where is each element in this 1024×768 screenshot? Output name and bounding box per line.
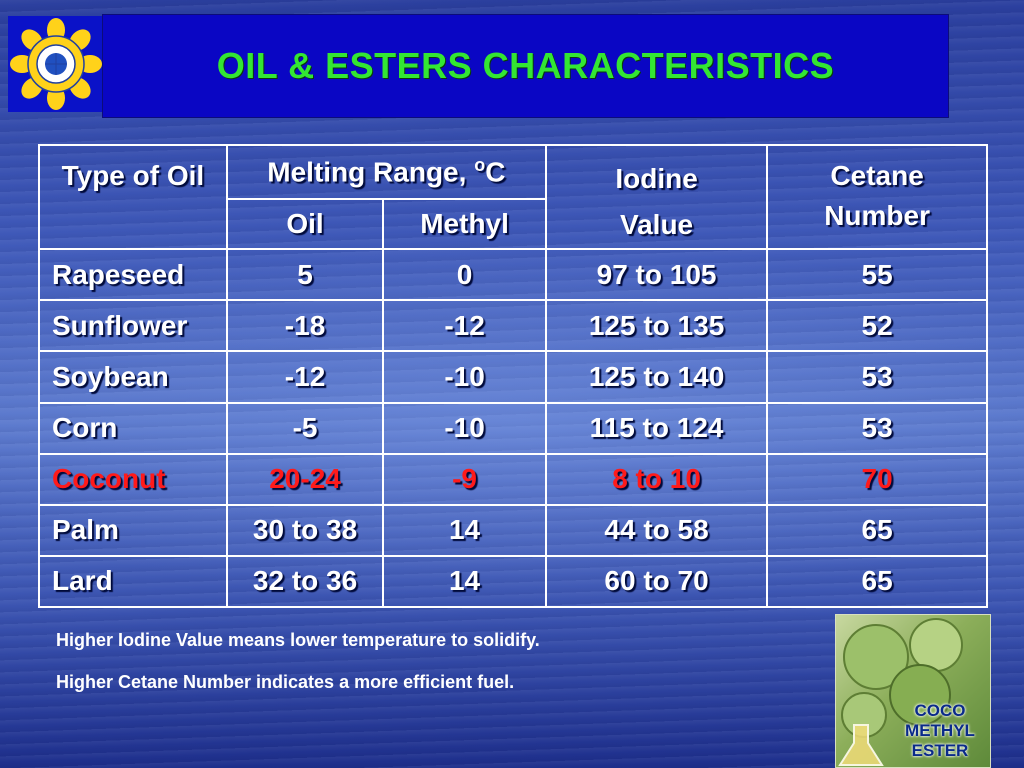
seal-logo — [8, 16, 104, 112]
cell-methyl: 0 — [382, 248, 547, 302]
cell-oil: 20-24 — [225, 452, 385, 506]
header-cetane-number: Cetane Number — [766, 143, 988, 251]
cell-oil: 30 to 38 — [225, 503, 385, 557]
caption-line-2: METHYL — [905, 721, 975, 740]
sun-seal-icon — [10, 18, 102, 110]
cell-oil: 32 to 36 — [225, 554, 385, 609]
cell-iodine: 125 to 135 — [544, 299, 769, 353]
photo-caption: COCO METHYL ESTER — [894, 701, 986, 761]
iodine-line-2: Value — [619, 209, 694, 240]
header-row: Type of Oil Melting Range, oC Iodine Val… — [38, 143, 988, 251]
caption-line-3: ESTER — [911, 741, 969, 760]
cell-cetane: 53 — [766, 401, 988, 455]
header-cetane-label: Cetane Number — [824, 160, 930, 231]
oil-characteristics-table: Type of Oil Melting Range, oC Iodine Val… — [38, 143, 988, 609]
table-row: Rapeseed 5 0 97 to 105 55 — [38, 248, 988, 302]
melting-unit: C — [485, 156, 506, 188]
cell-methyl: 14 — [382, 554, 547, 609]
header-melting-range: Melting Range, oC — [225, 143, 547, 201]
cell-iodine: 97 to 105 — [544, 248, 769, 302]
coconut-flask-image — [838, 618, 963, 766]
table-row: Corn -5 -10 115 to 124 53 — [38, 401, 988, 455]
cell-iodine: 44 to 58 — [544, 503, 769, 557]
cell-cetane: 53 — [766, 350, 988, 404]
cell-methyl: -10 — [382, 401, 547, 455]
cell-type: Sunflower — [38, 299, 228, 353]
cell-iodine: 125 to 140 — [544, 350, 769, 404]
cell-cetane: 65 — [766, 503, 988, 557]
cell-type: Corn — [38, 401, 228, 455]
header-type-label: Type of Oil — [61, 160, 205, 191]
cell-iodine: 8 to 10 — [544, 452, 769, 506]
cell-methyl: -10 — [382, 350, 547, 404]
cell-cetane: 55 — [766, 248, 988, 302]
subheader-row: Oil Methyl — [39, 198, 987, 251]
coco-methyl-ester-photo: COCO METHYL ESTER — [835, 614, 991, 768]
table-row: Sunflower -18 -12 125 to 135 52 — [38, 299, 988, 353]
cell-oil: 5 — [225, 248, 385, 302]
page-title: OIL & ESTERS CHARACTERISTICS — [216, 45, 835, 86]
header-type-of-oil: Type of Oil — [38, 143, 228, 251]
header-iodine-value: Iodine Value — [544, 143, 769, 251]
cell-iodine: 115 to 124 — [544, 401, 769, 455]
note-cetane: Higher Cetane Number indicates a more ef… — [56, 672, 515, 692]
note-iodine: Higher Iodine Value means lower temperat… — [56, 630, 540, 650]
caption-line-1: COCO — [914, 701, 966, 720]
cell-methyl: -12 — [382, 299, 547, 353]
cell-type: Soybean — [38, 350, 228, 404]
table-row: Palm 30 to 38 14 44 to 58 65 — [38, 503, 988, 557]
cell-oil: -18 — [225, 299, 385, 353]
degree-symbol: o — [474, 155, 486, 176]
cell-type: Lard — [38, 554, 228, 609]
cell-type: Coconut — [38, 452, 228, 506]
title-bar: OIL & ESTERS CHARACTERISTICS — [102, 14, 949, 118]
header-methyl: Methyl — [382, 198, 547, 251]
cell-methyl: 14 — [382, 503, 547, 557]
iodine-line-1: Iodine — [615, 163, 698, 194]
table-body: Rapeseed 5 0 97 to 105 55 Sunflower -18 -12 125 … — [38, 248, 988, 609]
cell-iodine: 60 to 70 — [544, 554, 769, 609]
table-row: Coconut 20-24 -9 8 to 10 70 — [38, 452, 988, 506]
cell-type: Rapeseed — [38, 248, 228, 302]
cell-oil: -12 — [225, 350, 385, 404]
table-row: Lard 32 to 36 14 60 to 70 65 — [38, 554, 988, 609]
cell-cetane: 65 — [766, 554, 988, 609]
cell-oil: -5 — [225, 401, 385, 455]
cell-cetane: 70 — [766, 452, 988, 506]
cell-methyl: -9 — [382, 452, 547, 506]
cell-cetane: 52 — [766, 299, 988, 353]
melting-range-label: Melting Range, — [267, 156, 475, 188]
table-row: Soybean -12 -10 125 to 140 53 — [38, 350, 988, 404]
cell-type: Palm — [38, 503, 228, 557]
header-oil: Oil — [225, 198, 385, 251]
